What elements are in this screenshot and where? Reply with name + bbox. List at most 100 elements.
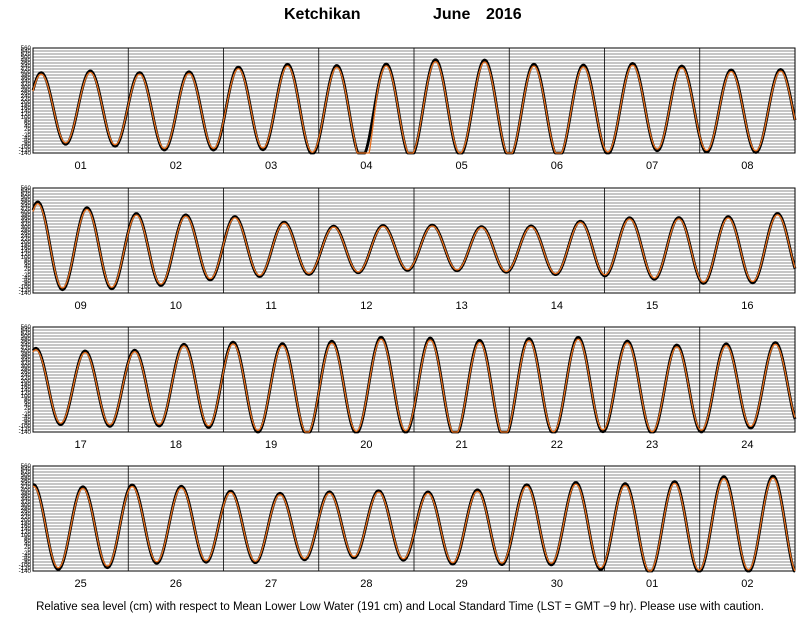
y-tick-label: 220 <box>21 236 32 243</box>
y-tick-label: 240 <box>21 511 32 518</box>
y-tick-label: 120 <box>21 111 32 118</box>
y-tick-label: 40 <box>24 263 31 270</box>
y-tick-label: -100 <box>19 562 32 569</box>
day-label: 07 <box>646 160 658 172</box>
y-tick-label: 440 <box>21 481 32 488</box>
y-tick-label: 160 <box>21 245 32 252</box>
y-tick-label: 180 <box>21 520 32 527</box>
y-tick-label: 260 <box>21 508 32 515</box>
y-tick-label: 360 <box>21 354 32 361</box>
y-tick-label: 320 <box>21 81 32 88</box>
chart-title-station: Ketchikan <box>284 6 361 23</box>
y-tick-label: 440 <box>21 63 32 70</box>
y-tick-label: 120 <box>21 529 32 536</box>
day-label: 09 <box>75 300 87 312</box>
chart-title-year: 2016 <box>486 6 522 23</box>
day-label: 27 <box>265 578 277 590</box>
day-label: 13 <box>456 300 468 312</box>
y-tick-label: -140 <box>19 150 32 157</box>
y-tick-label: -40 <box>22 135 32 142</box>
day-label: 08 <box>741 160 753 172</box>
y-tick-label: -80 <box>22 420 32 427</box>
day-label: 01 <box>646 578 658 590</box>
y-tick-label: 480 <box>21 336 32 343</box>
y-tick-label: 20 <box>24 126 31 133</box>
y-tick-label: 440 <box>21 342 32 349</box>
y-tick-label: 240 <box>21 233 32 240</box>
y-tick-label: 80 <box>24 535 31 542</box>
y-tick-label: 160 <box>21 384 32 391</box>
y-tick-label: 360 <box>21 75 32 82</box>
y-tick-label: 220 <box>21 96 32 103</box>
y-tick-label: 240 <box>21 372 32 379</box>
day-label: 19 <box>265 439 277 451</box>
day-label: 25 <box>75 578 87 590</box>
panel-frame <box>32 326 796 433</box>
day-label: 02 <box>170 160 182 172</box>
y-tick-label: 80 <box>24 117 31 124</box>
y-tick-label: 20 <box>24 405 31 412</box>
y-tick-label: 100 <box>21 254 32 261</box>
y-tick-label: -100 <box>19 144 32 151</box>
day-label: 24 <box>741 439 753 451</box>
y-tick-label: 400 <box>21 348 32 355</box>
y-tick-label: 520 <box>21 330 32 337</box>
y-tick-label: 460 <box>21 478 32 485</box>
y-tick-label: 280 <box>21 227 32 234</box>
y-tick-label: -140 <box>19 429 32 436</box>
y-tick-label: 160 <box>21 105 32 112</box>
y-tick-label: 500 <box>21 194 32 201</box>
y-tick-label: 340 <box>21 78 32 85</box>
y-tick-label: 200 <box>21 378 32 385</box>
y-tick-label: 360 <box>21 215 32 222</box>
y-tick-label: 400 <box>21 487 32 494</box>
y-tick-label: -140 <box>19 290 32 297</box>
y-tick-label: 380 <box>21 72 32 79</box>
y-tick-label: 60 <box>24 120 31 127</box>
y-tick-label: 80 <box>24 396 31 403</box>
y-tick-label: 360 <box>21 493 32 500</box>
y-tick-label: 420 <box>21 345 32 352</box>
tide-chart: 5605405205004804604404204003803603403203… <box>19 45 797 590</box>
series-predicted-line <box>33 477 796 572</box>
y-tick-label: 520 <box>21 51 32 58</box>
day-label: 10 <box>170 300 182 312</box>
day-label: 21 <box>456 439 468 451</box>
y-tick-label: 220 <box>21 375 32 382</box>
day-label: 28 <box>360 578 372 590</box>
y-tick-label: 260 <box>21 230 32 237</box>
day-label: 17 <box>75 439 87 451</box>
y-tick-label: -120 <box>19 565 32 572</box>
y-tick-label: 480 <box>21 475 32 482</box>
y-tick-label: 0 <box>28 547 32 554</box>
y-tick-label: 120 <box>21 390 32 397</box>
y-tick-label: -120 <box>19 147 32 154</box>
y-tick-label: 440 <box>21 203 32 210</box>
day-label: 12 <box>360 300 372 312</box>
day-label: 11 <box>265 300 276 312</box>
y-tick-label: 0 <box>28 408 32 415</box>
y-tick-label: 300 <box>21 84 32 91</box>
y-tick-label: 500 <box>21 333 32 340</box>
day-label: 26 <box>170 578 182 590</box>
y-tick-label: 480 <box>21 197 32 204</box>
y-tick-label: 400 <box>21 69 32 76</box>
y-tick-label: 380 <box>21 212 32 219</box>
y-tick-label: 40 <box>24 123 31 130</box>
y-tick-label: 380 <box>21 351 32 358</box>
day-label: 20 <box>360 439 372 451</box>
y-tick-label: 160 <box>21 523 32 530</box>
y-tick-label: -20 <box>22 550 32 557</box>
y-tick-label: -60 <box>22 417 32 424</box>
chart-title-month: June <box>433 6 471 23</box>
y-tick-label: 220 <box>21 514 32 521</box>
y-tick-label: -60 <box>22 278 32 285</box>
footer-note: Relative sea level (cm) with respect to … <box>36 601 764 613</box>
y-tick-label: 460 <box>21 200 32 207</box>
y-tick-label: 540 <box>21 327 32 334</box>
y-tick-label: 560 <box>21 463 32 470</box>
y-tick-label: -20 <box>22 272 32 279</box>
y-tick-label: 340 <box>21 496 32 503</box>
day-label: 16 <box>741 300 753 312</box>
y-tick-label: 480 <box>21 57 32 64</box>
